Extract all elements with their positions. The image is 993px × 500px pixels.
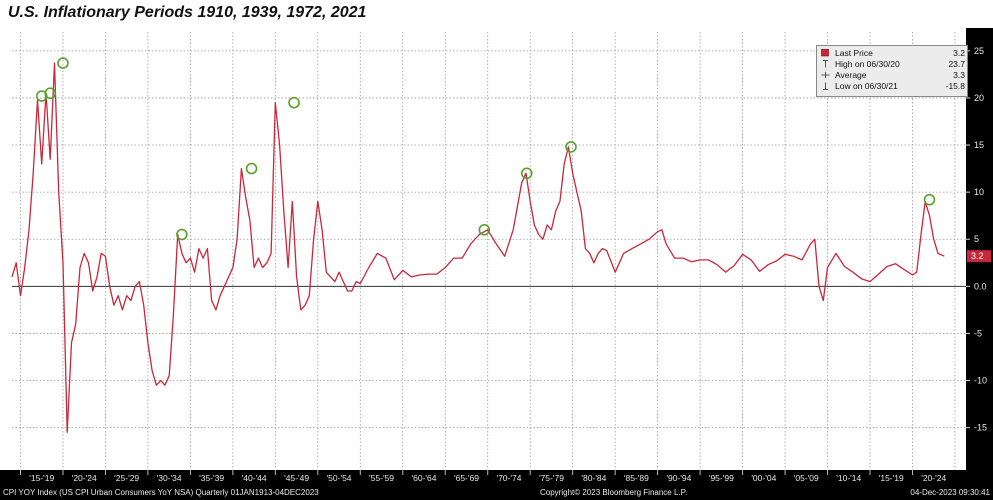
legend-row-average: Average 3.3 [821, 70, 965, 80]
x-axis-panel [0, 470, 993, 486]
x-tick-label: '85-'89 [624, 473, 649, 483]
x-tick-label: '00-'04 [751, 473, 776, 483]
y-tick-label: 10 [974, 187, 984, 197]
x-tick-label: '40-'44 [242, 473, 267, 483]
red-square-icon [821, 48, 830, 57]
line-chart: '15-'19 '20-'24 '25-'29 '30-'34 '35-'39 '40-'… [0, 28, 993, 486]
peak-marker [245, 162, 258, 175]
chart-title: U.S. Inflationary Periods 1910, 1939, 19… [8, 4, 367, 21]
legend-label: Low on 06/30/21 [835, 81, 898, 91]
average-marker-icon [821, 71, 830, 79]
low-marker-icon [821, 82, 830, 90]
peak-marker [565, 141, 577, 153]
highlight-markers [35, 57, 936, 241]
x-tick-label: '65-'69 [454, 473, 479, 483]
y-axis-panel [966, 28, 993, 470]
x-tick-label: '75-'79 [539, 473, 564, 483]
high-marker-icon [821, 60, 830, 68]
x-tick-label: '05-'09 [794, 473, 819, 483]
x-tick-label: '35-'39 [199, 473, 224, 483]
y-tick-label: 5 [974, 234, 979, 244]
last-value-label: 3.2 [971, 251, 984, 261]
x-tick-label: '10-'14 [836, 473, 861, 483]
x-axis: '15-'19 '20-'24 '25-'29 '30-'34 '35-'39 '40-'… [0, 470, 993, 486]
legend-label: Average [835, 70, 867, 80]
legend-value: 3.3 [953, 70, 965, 80]
y-tick-label: 20 [974, 93, 984, 103]
x-tick-label: '45-'49 [284, 473, 309, 483]
series-line-last-price [11, 62, 945, 433]
x-tick-label: '55-'59 [369, 473, 394, 483]
x-tick-label: '20-'24 [72, 473, 97, 483]
peak-marker [176, 228, 188, 241]
x-tick-label: '60-'64 [412, 473, 437, 483]
x-tick-label: '20-'24 [921, 473, 946, 483]
x-tick-label: '50-'54 [327, 473, 352, 483]
x-tick-label: '90-'94 [666, 473, 691, 483]
legend-box: Last Price 3.2 High on 06/30/20 23.7 Ave… [816, 45, 968, 97]
y-tick-label: 0.0 [974, 281, 987, 291]
legend-label: High on 06/30/20 [835, 59, 900, 69]
footer-bar: CPI YOY Index (US CPI Urban Consumers Yo… [0, 486, 993, 500]
y-axis: 25 20 15 10 5 0.0 -5 -10 -15 3.2 [966, 28, 993, 470]
legend-value: 3.2 [953, 48, 965, 58]
footer-timestamp: 04-Dec-2023 09:30:41 [910, 488, 990, 497]
legend-value: -15.8 [945, 81, 965, 91]
peak-marker [288, 96, 300, 109]
last-value-badge [967, 250, 991, 263]
x-tick-label: '70-'74 [496, 473, 521, 483]
series-layer [11, 62, 945, 433]
y-tick-label: -15 [974, 423, 987, 433]
peak-marker [57, 57, 69, 69]
peak-marker [521, 167, 533, 180]
x-tick-label: '80-'84 [581, 473, 606, 483]
x-tick-label: '95-'99 [709, 473, 734, 483]
peak-marker [923, 193, 936, 206]
legend-row-low: Low on 06/30/21 -15.8 [821, 81, 965, 91]
peak-marker [478, 224, 491, 236]
peak-marker [44, 87, 57, 100]
y-tick-label: 15 [974, 140, 984, 150]
x-tick-label: '15-'19 [29, 473, 54, 483]
legend-value: 23.7 [948, 59, 965, 69]
footer-copyright: Copyright© 2023 Bloomberg Finance L.P. [540, 488, 688, 497]
x-tick-label: '15-'19 [879, 473, 904, 483]
legend-row-high: High on 06/30/20 23.7 [821, 59, 965, 69]
gridlines [12, 32, 966, 470]
y-tick-label: 25 [974, 46, 984, 56]
x-tick-label: '25-'29 [114, 473, 139, 483]
footer-series-description: CPI YOY Index (US CPI Urban Consumers Yo… [3, 488, 319, 497]
y-tick-label: -10 [974, 376, 987, 386]
x-tick-label: '30-'34 [157, 473, 182, 483]
legend-label: Last Price [835, 48, 873, 58]
legend-row-last-price: Last Price 3.2 [821, 48, 965, 58]
y-tick-label: -5 [974, 328, 982, 338]
